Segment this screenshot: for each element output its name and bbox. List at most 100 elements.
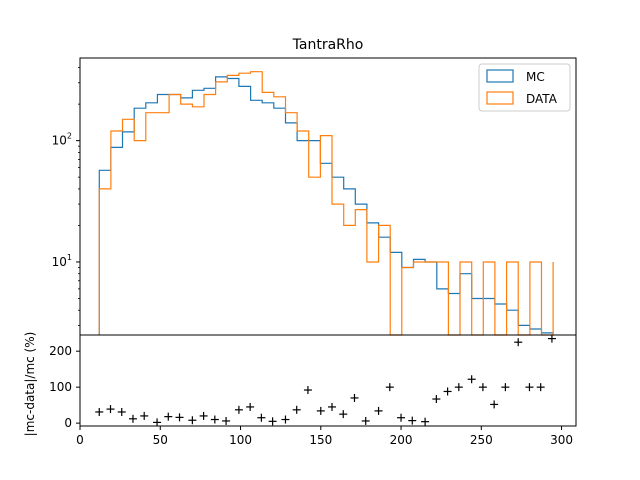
ratio-point-4 bbox=[140, 411, 149, 420]
bin-data-26 bbox=[402, 268, 414, 336]
bin-data-9 bbox=[204, 95, 216, 336]
ratio-point-25 bbox=[385, 383, 394, 392]
ratio-point-12 bbox=[234, 405, 243, 414]
ratio-point-35 bbox=[501, 383, 510, 392]
bin-data-1 bbox=[111, 131, 123, 335]
bin-data-31 bbox=[460, 262, 472, 335]
legend-swatch-mc bbox=[486, 69, 514, 83]
ratio-point-24 bbox=[374, 406, 383, 415]
legend-box bbox=[478, 63, 571, 112]
legend-label-data: DATA bbox=[526, 92, 558, 106]
ratio-point-10 bbox=[210, 415, 219, 424]
bin-data-28 bbox=[425, 262, 437, 335]
ratio-y-tick-label: 0 bbox=[64, 416, 72, 430]
bin-data-33 bbox=[483, 262, 495, 335]
ratio-frame bbox=[79, 334, 577, 427]
ratio-point-20 bbox=[328, 402, 337, 411]
bin-data-13 bbox=[251, 72, 263, 335]
bin-data-35 bbox=[507, 262, 519, 335]
ratio-point-7 bbox=[175, 413, 184, 422]
bin-data-15 bbox=[274, 97, 286, 335]
bin-mc-30 bbox=[448, 294, 460, 336]
ratio-point-21 bbox=[339, 410, 348, 419]
ratio-point-5 bbox=[153, 418, 162, 427]
legend: MC DATA bbox=[478, 63, 571, 112]
bin-mc-34 bbox=[495, 304, 507, 335]
bin-data-4 bbox=[146, 113, 158, 335]
ratio-point-1 bbox=[106, 405, 115, 414]
bin-data-29 bbox=[437, 262, 449, 335]
bin-data-24 bbox=[379, 225, 391, 335]
bin-mc-25 bbox=[390, 252, 402, 335]
x-tick-label: 200 bbox=[390, 433, 413, 447]
ratio-point-9 bbox=[199, 411, 208, 420]
legend-label-mc: MC bbox=[526, 70, 545, 84]
bin-data-11 bbox=[227, 75, 239, 335]
ratio-point-11 bbox=[222, 416, 231, 425]
ratio-point-33 bbox=[478, 383, 487, 392]
ratio-y-axis-label: |mc-data|/mc (%) bbox=[23, 332, 37, 437]
legend-swatch-data bbox=[486, 91, 514, 105]
bin-data-14 bbox=[262, 92, 274, 335]
ratio-point-23 bbox=[361, 416, 370, 425]
x-tick-label: 150 bbox=[309, 433, 332, 447]
ratio-point-17 bbox=[292, 405, 301, 414]
ratio-point-13 bbox=[246, 402, 255, 411]
ratio-point-6 bbox=[164, 412, 173, 421]
bin-data-16 bbox=[286, 113, 298, 335]
chart-title: TantraRho bbox=[292, 37, 364, 53]
bin-data-37 bbox=[530, 262, 542, 335]
ratio-point-3 bbox=[128, 414, 137, 423]
x-tick-label: 250 bbox=[470, 433, 493, 447]
bin-data-21 bbox=[344, 225, 356, 335]
ratio-point-28 bbox=[421, 417, 430, 426]
ratio-point-29 bbox=[432, 395, 441, 404]
x-tick-label: 50 bbox=[153, 433, 168, 447]
ratio-point-22 bbox=[350, 393, 359, 402]
bin-mc-36 bbox=[518, 325, 530, 335]
bin-data-23 bbox=[367, 262, 379, 335]
ratio-point-37 bbox=[525, 383, 534, 392]
ratio-point-38 bbox=[536, 383, 545, 392]
bin-data-17 bbox=[297, 131, 309, 335]
ratio-point-34 bbox=[490, 400, 499, 409]
bin-data-5 bbox=[157, 113, 169, 335]
bin-data-6 bbox=[169, 95, 181, 336]
ratio-y-tick-label: 200 bbox=[49, 344, 72, 358]
bin-data-12 bbox=[239, 73, 251, 335]
ratio-point-16 bbox=[281, 415, 290, 424]
x-tick-label: 100 bbox=[229, 433, 252, 447]
bin-data-7 bbox=[181, 104, 193, 335]
ratio-y-tick-label: 100 bbox=[49, 380, 72, 394]
bin-data-18 bbox=[309, 177, 321, 335]
bin-data-10 bbox=[216, 82, 228, 335]
x-tick-label: 300 bbox=[550, 433, 573, 447]
ratio-point-31 bbox=[454, 383, 463, 392]
ratio-point-18 bbox=[303, 386, 312, 395]
ratio-point-26 bbox=[397, 413, 406, 422]
ratio-point-30 bbox=[443, 387, 452, 396]
ratio-point-19 bbox=[316, 406, 325, 415]
ratio-point-15 bbox=[268, 417, 277, 426]
bin-data-3 bbox=[134, 141, 146, 335]
bin-data-22 bbox=[355, 210, 367, 335]
x-tick-label: 0 bbox=[76, 433, 84, 447]
ratio-point-0 bbox=[95, 407, 104, 416]
bin-data-2 bbox=[123, 119, 135, 335]
bin-data-20 bbox=[332, 204, 344, 335]
bin-data-27 bbox=[414, 262, 426, 335]
bin-data-8 bbox=[192, 107, 204, 335]
series-data-steps bbox=[98, 71, 554, 336]
ratio-point-8 bbox=[188, 416, 197, 425]
ratio-point-36 bbox=[514, 338, 523, 347]
bin-data-19 bbox=[320, 136, 332, 335]
ratio-point-14 bbox=[257, 413, 266, 422]
ratio-point-39 bbox=[547, 334, 556, 343]
ratio-point-2 bbox=[117, 407, 126, 416]
ratio-point-32 bbox=[467, 375, 476, 384]
series-data bbox=[98, 71, 554, 336]
bin-mc-32 bbox=[472, 299, 484, 336]
ratio-point-27 bbox=[408, 416, 417, 425]
